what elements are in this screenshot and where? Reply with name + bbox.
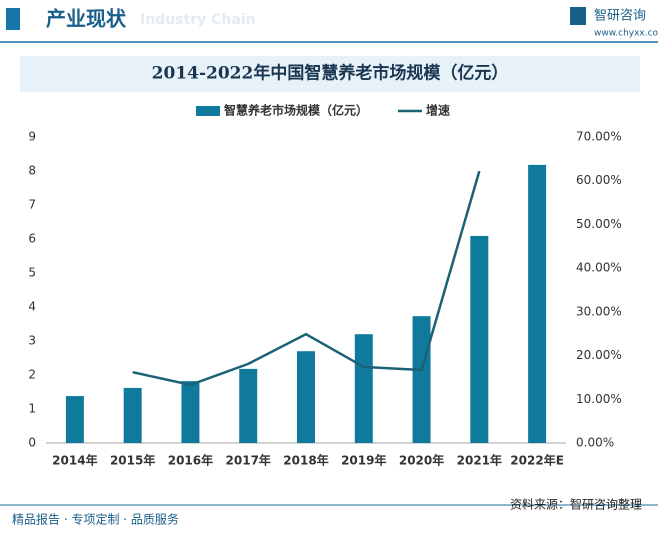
bar <box>354 334 373 443</box>
bar <box>239 368 258 443</box>
footer-slogan: 精品报告 · 专项定制 · 品质服务 <box>12 512 179 527</box>
y2-tick-label: 70.00% <box>576 130 622 144</box>
y-tick-label: 0 <box>28 436 36 450</box>
x-tick-label: 2014年 <box>52 453 97 468</box>
y2-tick-label: 0.00% <box>576 436 614 450</box>
legend-swatch <box>196 106 220 116</box>
y2-tick-label: 40.00% <box>576 261 622 275</box>
y-tick-label: 8 <box>28 164 36 178</box>
bar <box>412 316 431 443</box>
y-tick-label: 3 <box>28 334 36 348</box>
bar <box>65 396 84 443</box>
bar <box>297 351 315 443</box>
footer-source: 资料来源：智研咨询整理 <box>510 497 642 512</box>
y-tick-label: 9 <box>28 130 36 144</box>
header-subtitle: Industry Chain <box>140 12 256 28</box>
x-tick-label: 2020年 <box>399 453 444 468</box>
x-tick-label: 2019年 <box>341 453 386 468</box>
x-tick-label: 2017年 <box>226 453 271 468</box>
line <box>132 170 481 387</box>
chart-title: 2014-2022年中国智慧养老市场规模（亿元） <box>152 63 509 84</box>
legend-label: 智慧养老市场规模（亿元） <box>223 103 368 118</box>
bar <box>123 387 142 443</box>
title-box <box>20 56 640 92</box>
y-tick-label: 6 <box>28 232 36 246</box>
legend-label: 增速 <box>426 103 450 118</box>
x-tick-label: 2018年 <box>283 453 328 468</box>
y-tick-label: 7 <box>28 198 36 212</box>
brand-url: www.chyxx.com <box>594 29 658 39</box>
x-tick-label: 2022年E <box>510 453 564 468</box>
y-tick-label: 2 <box>28 368 36 382</box>
x-tick-label: 2015年 <box>110 453 155 468</box>
x-tick-label: 2016年 <box>168 453 213 468</box>
y2-tick-label: 20.00% <box>576 348 622 362</box>
y2-tick-label: 30.00% <box>576 304 622 318</box>
y-tick-label: 1 <box>28 402 36 416</box>
brand-logo <box>570 7 586 25</box>
header-title: 产业现状 <box>46 7 127 31</box>
bar <box>528 164 547 443</box>
y2-tick-label: 10.00% <box>576 392 622 406</box>
y-tick-label: 4 <box>28 300 36 314</box>
header-icon <box>6 8 20 30</box>
x-tick-label: 2021年 <box>457 453 502 468</box>
y2-tick-label: 60.00% <box>576 173 622 187</box>
y-tick-label: 5 <box>28 266 36 280</box>
y2-tick-label: 50.00% <box>576 217 622 231</box>
brand-name: 智研咨询 <box>594 9 646 24</box>
bar <box>470 235 489 443</box>
bar <box>181 381 200 443</box>
